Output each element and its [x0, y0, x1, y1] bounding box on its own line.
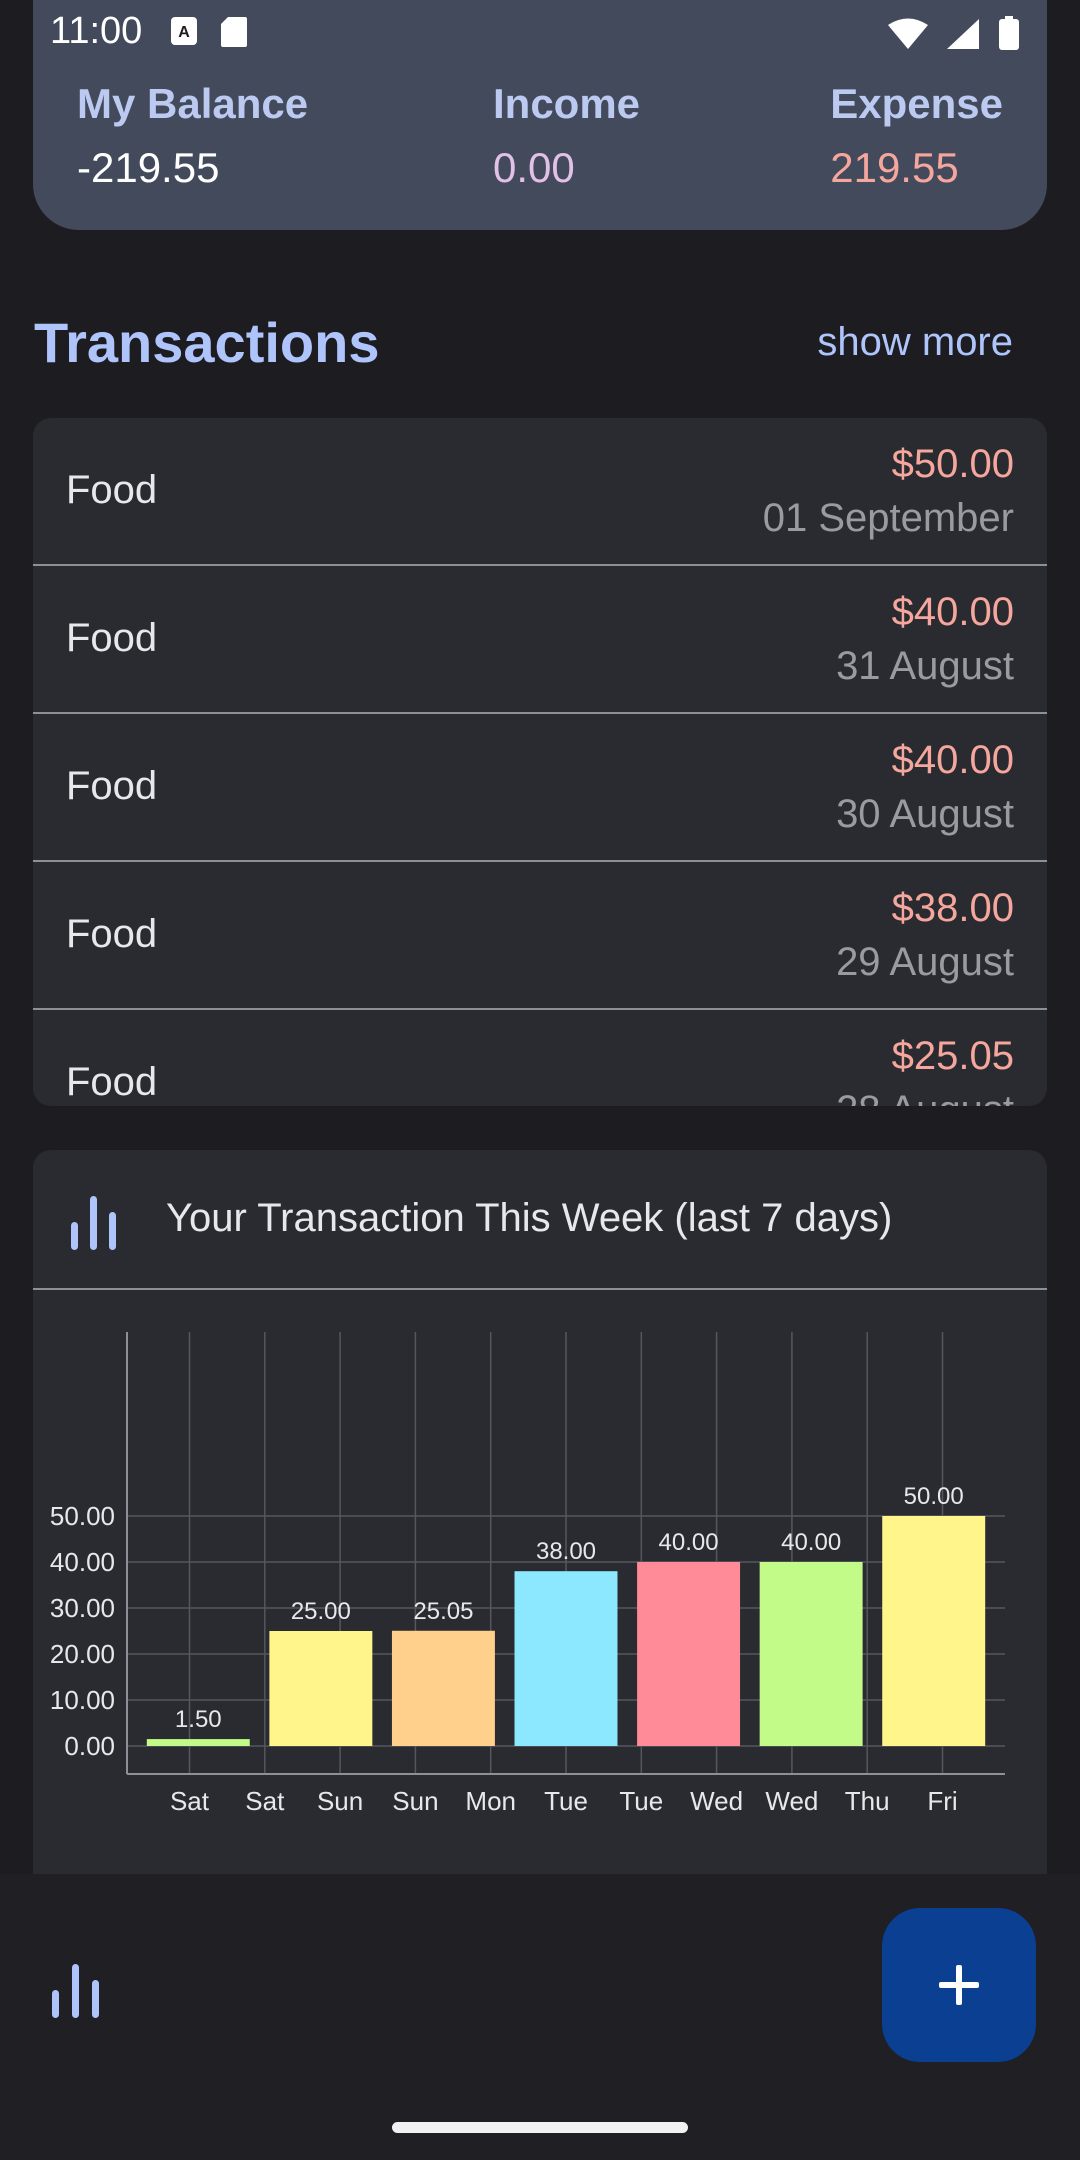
transaction-category: Food — [66, 912, 158, 956]
svg-text:A: A — [178, 24, 190, 41]
chart-bar-value-label: 40.00 — [659, 1529, 719, 1556]
battery-icon — [999, 16, 1019, 50]
chart-card-header: Your Transaction This Week (last 7 days) — [33, 1150, 1047, 1290]
chart-x-tick-label: Sun — [317, 1786, 363, 1816]
weekly-chart-card: Your Transaction This Week (last 7 days)… — [33, 1150, 1047, 1874]
add-transaction-button[interactable] — [882, 1908, 1036, 2062]
transaction-amount: $25.05 — [891, 1034, 1014, 1078]
chart-y-tick-label: 0.00 — [64, 1731, 115, 1761]
transaction-date: 01 September — [762, 496, 1014, 540]
chart-x-tick-label: Sun — [392, 1786, 438, 1816]
chart-bar — [146, 1739, 250, 1746]
expense-summary: Expense 219.55 — [830, 80, 1003, 192]
statistics-icon[interactable] — [50, 1962, 102, 2018]
sd-card-icon — [221, 17, 247, 47]
income-summary: Income 0.00 — [493, 80, 640, 192]
chart-x-tick-label: Wed — [690, 1786, 743, 1816]
transaction-amount: $50.00 — [891, 442, 1014, 486]
transactions-heading: Transactions — [34, 311, 380, 374]
transaction-amount: $40.00 — [891, 738, 1014, 782]
transaction-amount: $40.00 — [891, 590, 1014, 634]
transaction-row[interactable]: Food $38.00 29 August — [33, 862, 1047, 1010]
transaction-category: Food — [66, 764, 158, 808]
transaction-row[interactable]: Food $40.00 31 August — [33, 566, 1047, 714]
status-time: 11:00 — [50, 10, 143, 52]
status-icons-left: A — [170, 16, 248, 48]
transaction-date: 31 August — [836, 644, 1014, 688]
expense-label: Expense — [830, 80, 1003, 127]
cell-signal-icon — [947, 19, 979, 49]
transaction-date: 28 August — [836, 1088, 1014, 1106]
expense-value: 219.55 — [830, 144, 959, 191]
show-more-link[interactable]: show more — [817, 320, 1013, 364]
balance-value: -219.55 — [77, 144, 220, 191]
chart-bar — [759, 1562, 863, 1746]
chart-bar-value-label: 1.50 — [175, 1706, 222, 1733]
chart-bar-value-label: 40.00 — [781, 1529, 841, 1556]
status-bar: 11:00 A — [0, 0, 1080, 64]
balance-label: My Balance — [77, 80, 309, 127]
transaction-date: 30 August — [836, 792, 1014, 836]
chart-bar — [391, 1630, 495, 1746]
keyboard-notification-icon: A — [171, 17, 197, 45]
chart-y-tick-label: 30.00 — [50, 1593, 115, 1623]
balance-summary: My Balance -219.55 — [77, 80, 308, 192]
transaction-row[interactable]: Food $25.05 28 August — [33, 1010, 1047, 1106]
chart-x-tick-label: Sat — [245, 1786, 285, 1816]
transaction-category: Food — [66, 468, 158, 512]
income-value: 0.00 — [493, 144, 575, 191]
chart-bar — [269, 1631, 373, 1746]
chart-y-tick-label: 50.00 — [50, 1501, 115, 1531]
chart-x-tick-label: Sat — [170, 1786, 210, 1816]
status-icons-right — [888, 16, 1020, 50]
chart-card-title: Your Transaction This Week (last 7 days) — [166, 1196, 893, 1240]
chart-x-tick-label: Wed — [765, 1786, 818, 1816]
transaction-row[interactable]: Food $40.00 30 August — [33, 714, 1047, 862]
wifi-icon — [888, 18, 928, 49]
chart-x-tick-label: Mon — [465, 1786, 516, 1816]
chart-x-tick-label: Tue — [619, 1786, 663, 1816]
chart-y-tick-label: 20.00 — [50, 1639, 115, 1669]
home-indicator[interactable] — [392, 2122, 688, 2133]
transaction-amount: $38.00 — [891, 886, 1014, 930]
bottom-app-bar — [0, 1874, 1080, 2160]
chart-x-tick-label: Tue — [544, 1786, 588, 1816]
bar-chart-icon — [71, 1196, 116, 1250]
transactions-list[interactable]: Food $50.00 01 September Food $40.00 31 … — [33, 418, 1047, 1106]
balance-summary-card: AUGUST My Balance -219.55 Income 0.00 Ex… — [33, 0, 1047, 230]
chart-bar — [882, 1516, 986, 1746]
plus-icon — [939, 1965, 979, 2005]
chart-bar-value-label: 50.00 — [904, 1483, 964, 1510]
month-title: AUGUST — [33, 0, 1047, 11]
chart-x-tick-label: Thu — [845, 1786, 890, 1816]
chart-bar — [514, 1571, 618, 1746]
chart-y-tick-label: 10.00 — [50, 1685, 115, 1715]
chart-y-tick-label: 40.00 — [50, 1547, 115, 1577]
transaction-row[interactable]: Food $50.00 01 September — [33, 418, 1047, 566]
chart-bar-value-label: 25.00 — [291, 1598, 351, 1625]
transaction-category: Food — [66, 1060, 158, 1104]
transaction-category: Food — [66, 616, 158, 660]
chart-bar-value-label: 25.05 — [413, 1598, 473, 1625]
chart-x-tick-label: Fri — [927, 1786, 957, 1816]
transaction-date: 29 August — [836, 940, 1014, 984]
weekly-bar-chart: 0.00 10.00 20.00 30.00 40.00 50.00 1.50 25.00 25… — [50, 1332, 1005, 1816]
chart-bar — [637, 1562, 741, 1746]
income-label: Income — [493, 80, 641, 127]
chart-bar-value-label: 38.00 — [536, 1538, 596, 1565]
